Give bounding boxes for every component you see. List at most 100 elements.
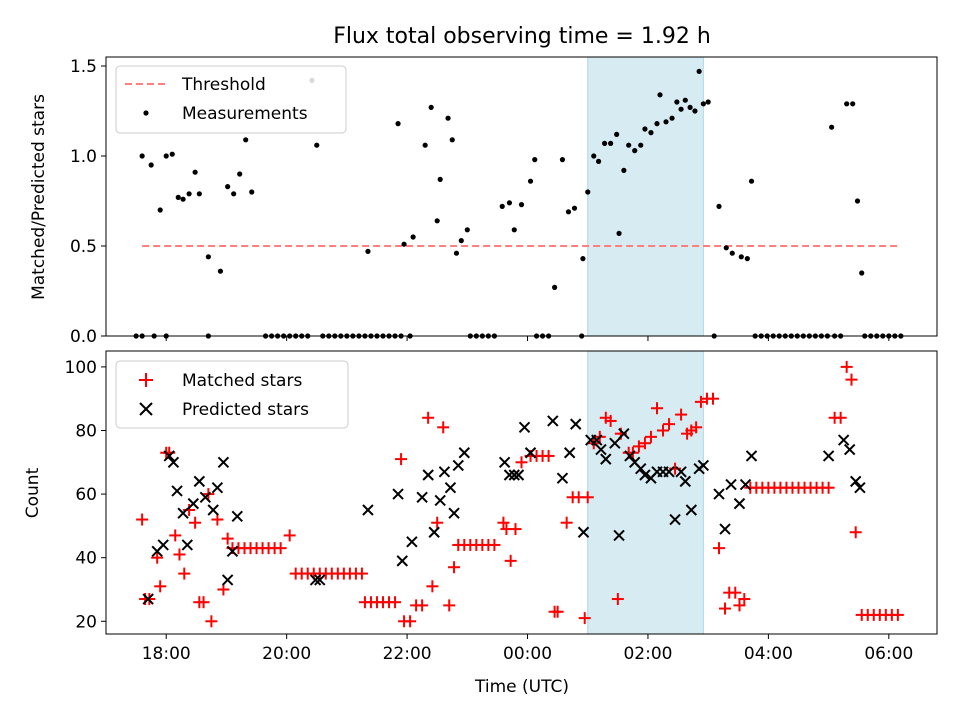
measurement-point [559,157,566,163]
bottom-y-axis-label: Count [23,467,43,518]
measurement-point [844,101,850,107]
predicted-point [669,513,681,526]
matched-point [154,580,167,593]
measurement-point [585,189,591,195]
matched-point [515,456,528,469]
measurement-point [428,104,434,110]
measurement-point [449,137,455,143]
measurement-point [621,167,627,173]
measurement-point [217,268,224,274]
measurement-point [729,250,735,256]
matched-point [713,542,726,555]
measurement-point [626,142,632,148]
matched-point [581,491,594,504]
predicted-point [854,482,866,494]
predicted-point [362,504,374,516]
measurement-point [395,121,401,127]
measurement-point [464,227,470,233]
predicted-stars-points [142,415,866,605]
bottom-axes-frame [105,350,938,635]
matched-point [422,411,435,424]
bottom-x-ticks: 18:00 20:00 22:00 00:00 02:00 04:00 06:00 [142,634,913,664]
measurement-point [231,191,237,197]
matched-point [690,421,703,434]
matched-point [443,599,456,612]
measurement-point [186,191,192,197]
top-x-ticks [165,336,890,341]
measurement-point [157,207,163,213]
x-axis-label: Time (UTC) [474,677,569,697]
measurement-point [705,99,711,105]
measurement-point [595,158,602,164]
measurement-point [552,284,558,290]
measurement-point [175,194,181,200]
predicted-point [448,507,460,519]
predicted-point [600,453,612,465]
legend-measurements-label: Measurements [182,104,308,124]
measurement-point [854,198,861,204]
measurement-point [638,142,644,148]
top-legend: Threshold Measurements [115,65,347,134]
legend-threshold-label: Threshold [181,75,266,95]
y-tick-label: 0.5 [70,237,97,257]
predicted-point [745,450,758,462]
matched-point [169,529,182,542]
matched-point [663,418,676,431]
matched-point [497,516,510,529]
measurement-point [700,101,706,107]
predicted-point [438,466,451,478]
measurement-point [632,148,638,154]
predicted-point [171,485,183,497]
predicted-point [697,459,710,472]
y-tick-label: 100 [65,358,97,378]
predicted-point [822,450,835,462]
y-tick-label: 1.0 [70,147,97,167]
predicted-point [396,555,408,567]
measurement-point [243,137,249,143]
predicted-point [675,466,687,478]
measurement-point [678,106,684,112]
matched-point [197,596,210,609]
matched-point [604,414,617,427]
measurement-point [608,140,614,146]
legend-matched-swatch [139,373,153,387]
matched-point [189,516,202,529]
measurement-point [642,126,648,132]
measurement-point [682,97,688,103]
measurement-point [527,178,534,184]
predicted-point [679,475,691,488]
y-tick-label: 80 [75,421,97,441]
predicted-point [556,472,569,484]
measurement-point [616,230,622,236]
matched-point [822,481,835,494]
predicted-point [518,421,531,434]
predicted-point [733,497,746,510]
bottom-y-ticks: 20 40 60 80 100 [65,358,106,632]
chart-title: Flux total observing time = 1.92 h [333,24,711,49]
x-tick-label: 22:00 [383,644,432,664]
measurement-point [716,203,722,209]
x-tick-label: 20:00 [262,644,311,664]
y-tick-label: 60 [75,485,97,505]
measurement-point [192,169,198,175]
x-tick-label: 00:00 [503,644,552,664]
predicted-point [217,456,230,468]
matched-point [178,567,191,580]
matched-point [551,605,564,618]
matched-point [395,453,408,466]
measurement-point [148,162,154,168]
predicted-point [163,450,175,462]
matched-point [560,516,573,529]
predicted-point [498,456,511,468]
measurement-point [225,184,231,190]
matched-point [283,529,296,542]
predicted-point [563,447,576,459]
matched-point [389,596,402,609]
predicted-point [231,510,243,523]
predicted-point [422,469,434,481]
measurement-point [669,115,675,121]
measurement-point [237,171,243,177]
predicted-point [577,526,590,538]
top-highlight-span [587,56,704,337]
